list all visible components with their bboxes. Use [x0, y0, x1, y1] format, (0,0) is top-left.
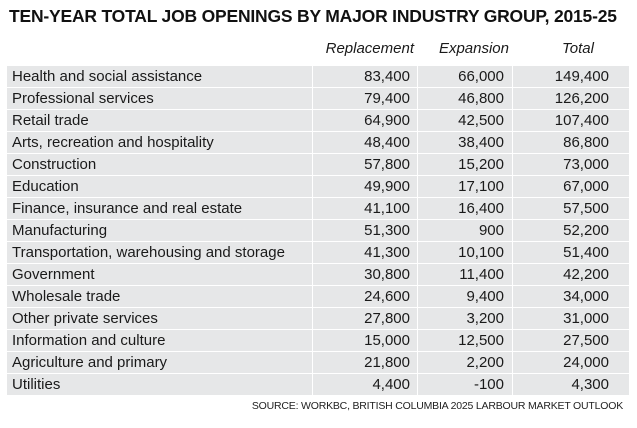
table-body: Health and social assistance 83,400 66,000… [7, 66, 629, 396]
expansion-cell: 2,200 [466, 354, 504, 371]
column-divider [312, 66, 313, 396]
total-cell: 107,400 [554, 112, 609, 129]
expansion-cell: 10,100 [458, 244, 504, 261]
replacement-cell: 48,400 [364, 134, 410, 151]
total-cell: 149,400 [554, 68, 609, 85]
industry-cell: Other private services [12, 310, 158, 327]
table-row: Manufacturing 51,300 900 52,200 [7, 220, 629, 242]
industry-cell: Utilities [12, 376, 61, 393]
column-divider [417, 66, 418, 396]
replacement-cell: 27,800 [364, 310, 410, 327]
table-row: Information and culture 15,000 12,500 27,50… [7, 330, 629, 352]
total-cell: 57,500 [563, 200, 609, 217]
table-row: Transportation, warehousing and storage 4… [7, 242, 629, 264]
expansion-cell: 3,200 [466, 310, 504, 327]
total-cell: 52,200 [563, 222, 609, 239]
total-cell: 24,000 [563, 354, 609, 371]
expansion-cell: 9,400 [466, 288, 504, 305]
table-row: Health and social assistance 83,400 66,000… [7, 66, 629, 88]
column-header-expansion: Expansion [438, 40, 509, 57]
total-cell: 4,300 [571, 376, 609, 393]
expansion-cell: 900 [478, 222, 504, 239]
total-cell: 42,200 [563, 266, 609, 283]
total-cell: 126,200 [554, 90, 609, 107]
replacement-cell: 79,400 [364, 90, 410, 107]
table-row: Utilities 4,400 -100 4,300 [7, 374, 629, 396]
replacement-cell: 4,400 [372, 376, 410, 393]
expansion-cell: 42,500 [458, 112, 504, 129]
table-row: Agriculture and primary 21,800 2,200 24,000 [7, 352, 629, 374]
total-cell: 86,800 [563, 134, 609, 151]
industry-cell: Government [12, 266, 95, 283]
total-cell: 67,000 [563, 178, 609, 195]
expansion-cell: -100 [473, 376, 504, 393]
expansion-cell: 16,400 [458, 200, 504, 217]
industry-cell: Construction [12, 156, 97, 173]
industry-cell: Education [12, 178, 79, 195]
column-divider [512, 66, 513, 396]
replacement-cell: 83,400 [364, 68, 410, 85]
industry-cell: Information and culture [12, 332, 166, 349]
industry-cell: Arts, recreation and hospitality [12, 134, 214, 151]
expansion-cell: 66,000 [458, 68, 504, 85]
total-cell: 73,000 [563, 156, 609, 173]
industry-cell: Transportation, warehousing and storage [12, 244, 285, 261]
total-cell: 51,400 [563, 244, 609, 261]
replacement-cell: 30,800 [364, 266, 410, 283]
industry-cell: Finance, insurance and real estate [12, 200, 243, 217]
industry-cell: Professional services [12, 90, 154, 107]
column-header-replacement: Replacement [325, 40, 414, 57]
replacement-cell: 57,800 [364, 156, 410, 173]
table-row: Other private services 27,800 3,200 31,000 [7, 308, 629, 330]
expansion-cell: 11,400 [459, 266, 504, 283]
total-cell: 34,000 [563, 288, 609, 305]
expansion-cell: 46,800 [458, 90, 504, 107]
industry-cell: Wholesale trade [12, 288, 121, 305]
replacement-cell: 49,900 [364, 178, 410, 195]
table-row: Government 30,800 11,400 42,200 [7, 264, 629, 286]
total-cell: 27,500 [563, 332, 609, 349]
table-row: Education 49,900 17,100 67,000 [7, 176, 629, 198]
expansion-cell: 17,100 [458, 178, 504, 195]
source-note: SOURCE: WORKBC, BRITISH COLUMBIA 2025 LA… [251, 400, 623, 412]
expansion-cell: 38,400 [458, 134, 504, 151]
column-header-total: Total [562, 40, 594, 57]
table-row: Wholesale trade 24,600 9,400 34,000 [7, 286, 629, 308]
replacement-cell: 41,300 [364, 244, 410, 261]
table-title: TEN-YEAR TOTAL JOB OPENINGS BY MAJOR IND… [9, 6, 617, 26]
table-row: Retail trade 64,900 42,500 107,400 [7, 110, 629, 132]
total-cell: 31,000 [563, 310, 609, 327]
table-row: Construction 57,800 15,200 73,000 [7, 154, 629, 176]
replacement-cell: 21,800 [364, 354, 410, 371]
industry-cell: Manufacturing [12, 222, 108, 239]
table-row: Finance, insurance and real estate 41,100… [7, 198, 629, 220]
replacement-cell: 51,300 [364, 222, 410, 239]
replacement-cell: 64,900 [364, 112, 410, 129]
replacement-cell: 15,000 [364, 332, 410, 349]
replacement-cell: 24,600 [364, 288, 410, 305]
table-row: Arts, recreation and hospitality 48,400 38… [7, 132, 629, 154]
replacement-cell: 41,100 [364, 200, 410, 217]
industry-cell: Health and social assistance [12, 68, 203, 85]
table-row: Professional services 79,400 46,800 126,200 [7, 88, 629, 110]
expansion-cell: 12,500 [458, 332, 504, 349]
industry-cell: Retail trade [12, 112, 89, 129]
industry-cell: Agriculture and primary [12, 354, 168, 371]
expansion-cell: 15,200 [458, 156, 504, 173]
